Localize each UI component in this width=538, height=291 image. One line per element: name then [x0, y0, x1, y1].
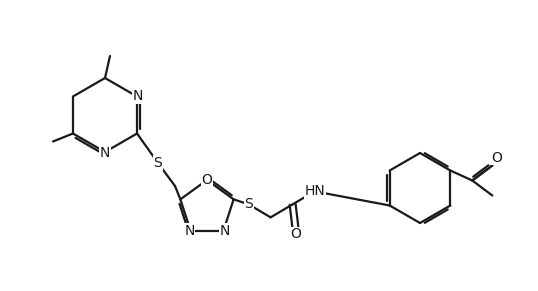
- Text: O: O: [290, 227, 301, 241]
- Text: HN: HN: [305, 184, 325, 198]
- Text: O: O: [202, 173, 213, 187]
- Text: S: S: [244, 197, 253, 211]
- Text: S: S: [154, 156, 162, 170]
- Text: N: N: [100, 146, 110, 160]
- Text: N: N: [220, 224, 230, 238]
- Text: N: N: [185, 224, 195, 238]
- Text: N: N: [133, 90, 143, 104]
- Text: O: O: [491, 150, 502, 164]
